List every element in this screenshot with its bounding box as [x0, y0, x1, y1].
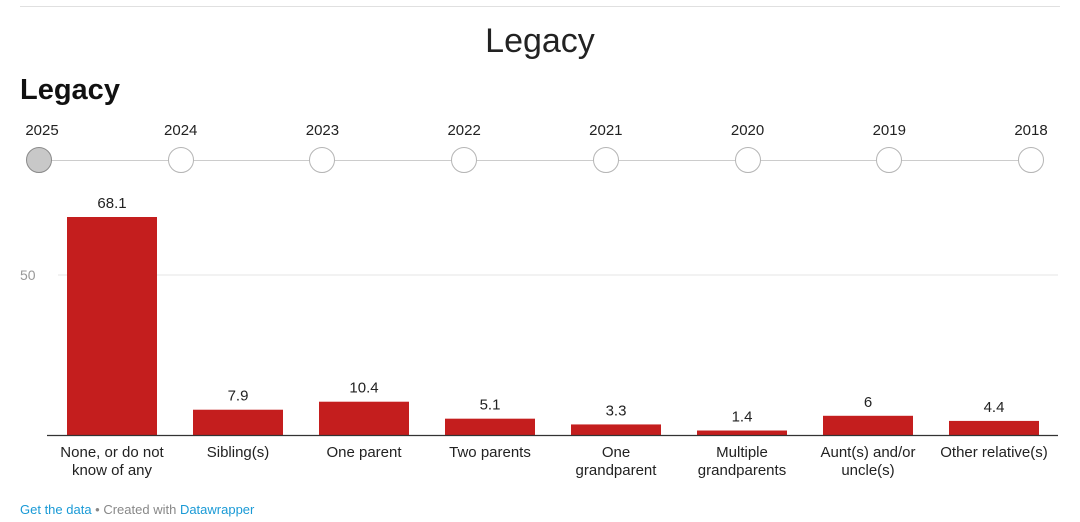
value-label: 6 [864, 394, 872, 411]
page-title: Legacy [485, 22, 595, 60]
year-dot-2020[interactable] [734, 147, 761, 173]
get-data-link[interactable]: Get the data [20, 502, 92, 517]
year-dot-2024[interactable] [167, 147, 194, 173]
value-label: 4.4 [984, 399, 1005, 416]
year-label-2023[interactable]: 2023 [305, 122, 340, 139]
bar [67, 217, 157, 435]
year-dot-2019[interactable] [876, 147, 903, 173]
category-label: grandparents [698, 462, 786, 479]
year-dot-2025[interactable] [26, 147, 52, 173]
year-label-2018[interactable]: 2018 [1014, 122, 1048, 139]
top-divider [20, 6, 1060, 7]
year-dot-2018[interactable] [1018, 147, 1044, 173]
category-label: Multiple [716, 444, 768, 461]
category-label: Sibling(s) [207, 444, 270, 461]
value-label: 10.4 [349, 380, 378, 397]
category-label: grandparent [576, 462, 658, 479]
category-label: uncle(s) [841, 462, 894, 479]
category-label: One parent [326, 444, 402, 461]
year-label-2021[interactable]: 2021 [589, 122, 623, 139]
chart-title: Legacy [20, 74, 120, 106]
year-dot-2023[interactable] [309, 147, 336, 173]
year-slider[interactable]: 2025 2024 2023 2022 2021 2020 2019 2018 [0, 118, 1080, 180]
value-label: 1.4 [732, 409, 753, 426]
footer-credit-text: • Created with [91, 502, 180, 517]
value-label: 3.3 [606, 402, 627, 419]
category-label: know of any [72, 462, 153, 479]
bar [949, 420, 1039, 435]
value-label: 7.9 [228, 388, 249, 405]
bar [823, 415, 913, 435]
datawrapper-link[interactable]: Datawrapper [179, 502, 255, 517]
bar [319, 401, 409, 435]
year-label-2025[interactable]: 2025 [25, 122, 59, 139]
category-label: Aunt(s) and/or [820, 444, 915, 461]
footer: Get the data • Created with Datawrapper [20, 502, 254, 517]
year-label-2020[interactable]: 2020 [730, 122, 765, 139]
year-dot-2022[interactable] [451, 147, 478, 173]
slider-track [39, 160, 1031, 161]
bar [445, 418, 535, 435]
value-label: 68.1 [97, 195, 126, 212]
bar [571, 424, 661, 435]
year-label-2019[interactable]: 2019 [872, 122, 906, 139]
category-label: Other relative(s) [940, 444, 1048, 461]
year-label-2022[interactable]: 2022 [447, 122, 481, 139]
category-label: None, or do not [60, 444, 164, 461]
year-dot-2021[interactable] [592, 147, 619, 173]
y-tick-label: 50 [20, 267, 36, 283]
category-label: Two parents [449, 444, 531, 461]
category-label: One [602, 444, 630, 461]
bar [697, 430, 787, 435]
year-label-2024[interactable]: 2024 [164, 122, 198, 139]
bar [193, 409, 283, 435]
value-label: 5.1 [480, 397, 501, 414]
